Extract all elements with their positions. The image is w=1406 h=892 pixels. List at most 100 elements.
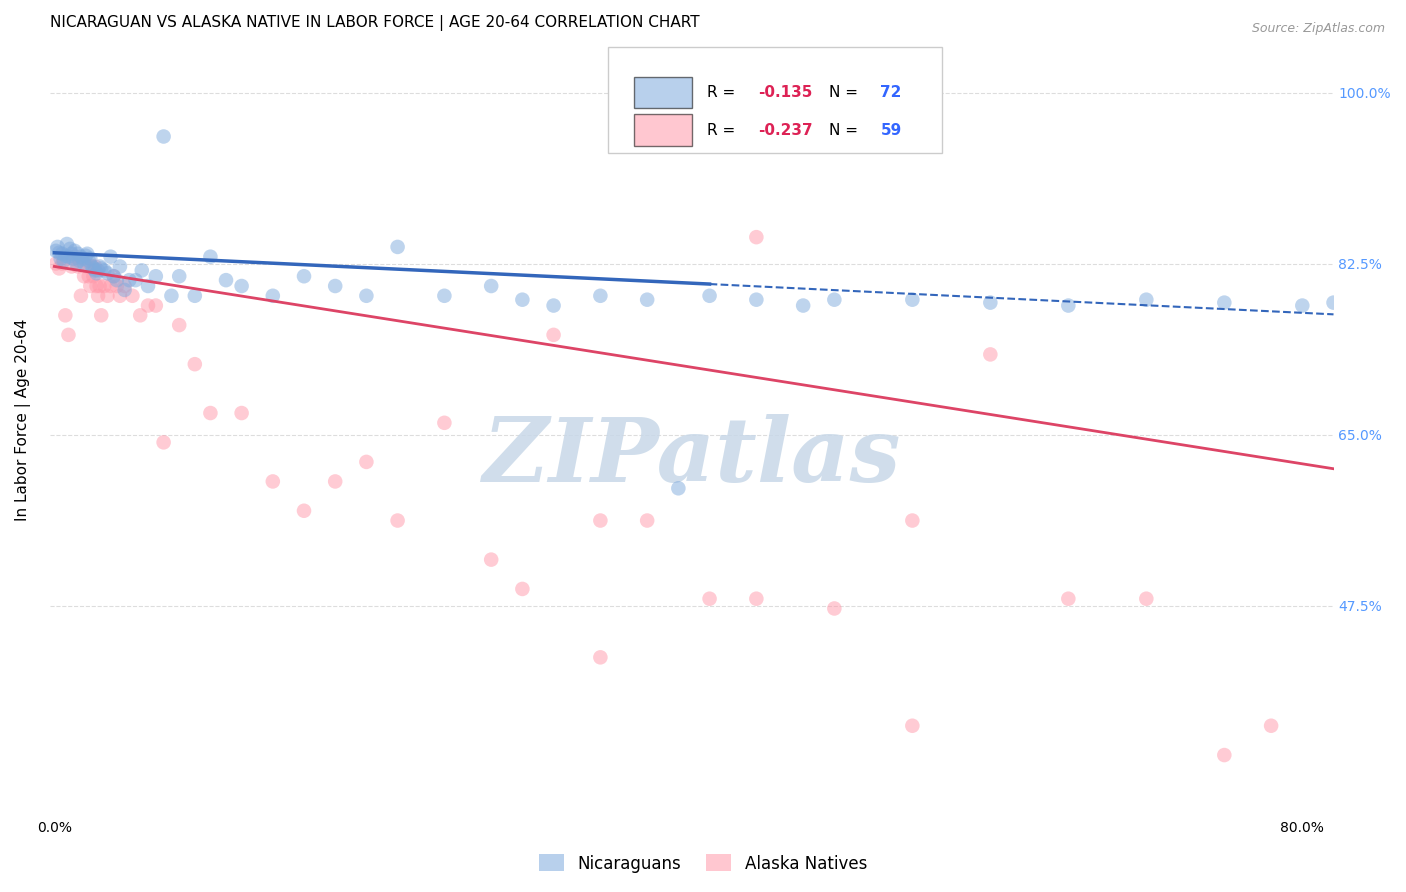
Point [79,252,101,266]
FancyBboxPatch shape [634,77,692,108]
Point [1213,747,1236,762]
Point [184,289,207,303]
Point [901,514,924,528]
Point [356,455,378,469]
Point [823,293,845,307]
Point [543,327,565,342]
Point [75,249,97,263]
Point [323,279,346,293]
Point [103,269,125,284]
Point [543,299,565,313]
Point [53,249,76,263]
Point [121,289,143,303]
FancyBboxPatch shape [609,47,942,153]
Point [1057,591,1080,606]
Point [63,244,86,258]
Point [745,591,768,606]
Point [636,293,658,307]
Point [1291,299,1313,313]
Point [901,719,924,733]
Point [46,240,69,254]
Point [114,283,136,297]
Point [387,240,409,254]
Point [979,295,1001,310]
Text: 59: 59 [880,123,901,137]
Point [145,299,167,313]
Point [152,129,174,144]
Text: 0.0%: 0.0% [37,821,72,835]
Text: Source: ZipAtlas.com: Source: ZipAtlas.com [1251,22,1385,36]
Point [262,289,284,303]
Point [66,246,89,260]
Text: N =: N = [830,85,863,100]
Point [745,293,768,307]
Point [160,289,183,303]
Point [745,230,768,244]
Point [792,299,814,313]
Point [1135,591,1157,606]
Point [93,263,115,277]
Point [100,250,122,264]
Point [262,475,284,489]
Point [666,481,689,495]
FancyBboxPatch shape [634,114,692,146]
Point [90,309,112,323]
Point [51,246,73,260]
Point [58,250,80,264]
Point [80,260,103,274]
Point [96,289,118,303]
Text: -0.135: -0.135 [758,85,813,100]
Point [72,252,94,266]
Point [114,279,136,293]
Point [1213,295,1236,310]
Point [292,269,315,284]
Point [433,289,456,303]
Point [167,269,190,284]
Text: NICARAGUAN VS ALASKA NATIVE IN LABOR FORCE | AGE 20-64 CORRELATION CHART: NICARAGUAN VS ALASKA NATIVE IN LABOR FOR… [49,15,699,31]
Point [699,591,721,606]
Point [60,246,83,260]
Point [96,266,118,280]
Point [84,263,107,277]
Point [108,289,131,303]
Point [89,260,111,274]
Point [93,279,115,293]
Point [901,293,924,307]
Point [356,289,378,303]
Point [73,256,96,270]
Point [86,279,108,293]
Point [56,237,79,252]
Point [86,266,108,280]
Point [479,279,502,293]
Point [118,273,141,287]
Point [77,269,100,284]
Text: R =: R = [707,123,740,137]
Point [45,256,67,270]
Text: N =: N = [830,123,863,137]
Point [124,273,146,287]
Point [167,318,190,332]
Point [105,273,128,287]
Text: R =: R = [707,85,740,100]
Point [73,269,96,284]
Point [48,245,70,260]
Point [84,260,107,274]
Point [979,347,1001,361]
Point [52,253,75,268]
Point [80,260,103,274]
Point [184,357,207,371]
Legend: Nicaraguans, Alaska Natives: Nicaraguans, Alaska Natives [533,847,873,880]
Point [58,327,80,342]
Point [48,261,70,276]
Point [82,269,104,284]
Point [82,261,104,276]
Point [1260,719,1282,733]
Point [90,261,112,276]
Point [1135,293,1157,307]
Point [479,552,502,566]
Text: 80.0%: 80.0% [1281,821,1324,835]
Point [76,260,98,274]
Point [51,256,73,270]
Text: 72: 72 [880,85,901,100]
Point [129,309,152,323]
